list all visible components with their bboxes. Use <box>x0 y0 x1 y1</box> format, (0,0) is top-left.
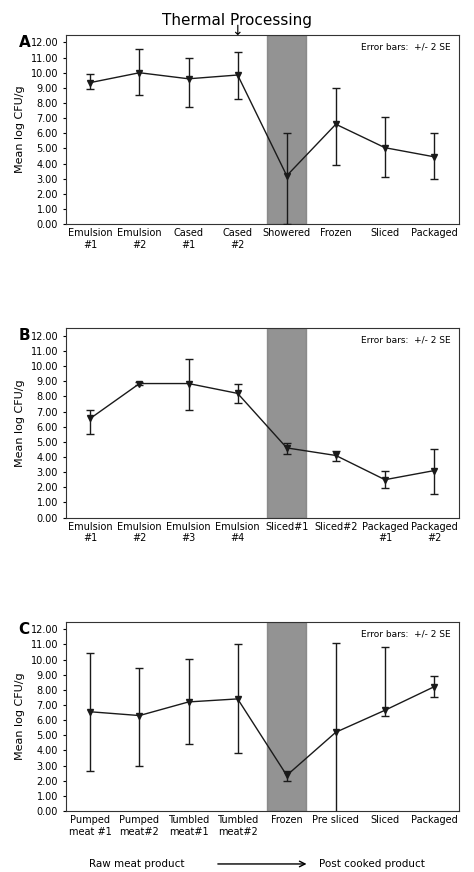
Text: C: C <box>18 622 30 637</box>
Bar <box>267 622 306 811</box>
Y-axis label: Mean log CFU/g: Mean log CFU/g <box>15 85 25 174</box>
Text: A: A <box>18 35 30 50</box>
Text: Raw meat product: Raw meat product <box>89 859 184 869</box>
Bar <box>267 35 306 224</box>
Text: ↓: ↓ <box>231 24 243 38</box>
Text: Error bars:  +/- 2 SE: Error bars: +/- 2 SE <box>361 630 451 638</box>
Bar <box>267 328 306 518</box>
Y-axis label: Mean log CFU/g: Mean log CFU/g <box>15 672 25 760</box>
Text: Error bars:  +/- 2 SE: Error bars: +/- 2 SE <box>361 336 451 344</box>
Text: B: B <box>18 328 30 344</box>
Y-axis label: Mean log CFU/g: Mean log CFU/g <box>15 379 25 467</box>
Text: Post cooked product: Post cooked product <box>319 859 425 869</box>
Text: Error bars:  +/- 2 SE: Error bars: +/- 2 SE <box>361 43 451 51</box>
Text: Thermal Processing: Thermal Processing <box>162 13 312 28</box>
